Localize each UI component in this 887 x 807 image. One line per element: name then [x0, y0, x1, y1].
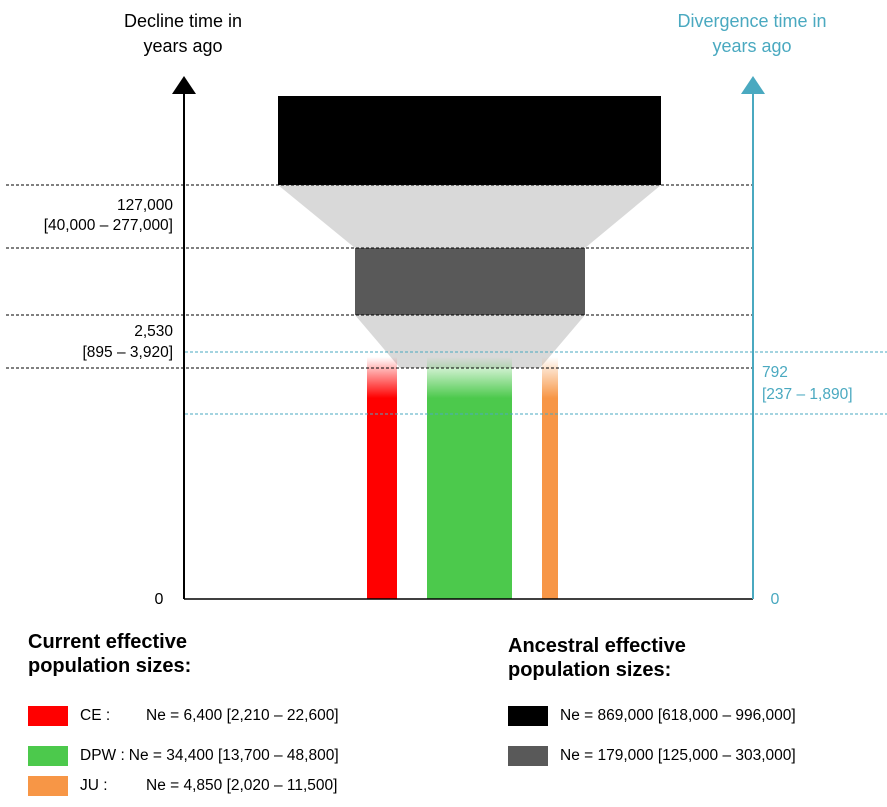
decline-2-value: 2,530: [134, 323, 173, 340]
divergence-value: 792: [762, 364, 788, 381]
bar-CE: [367, 357, 397, 599]
population-history-diagram: Decline time in years ago Divergence tim…: [6, 11, 887, 608]
right-axis-zero: 0: [771, 591, 780, 608]
right-axis-arrow: [741, 76, 765, 94]
pop-label-JU: JU :: [80, 777, 108, 794]
swatch-CE: [28, 706, 68, 726]
decline-1-value: 127,000: [117, 197, 173, 214]
right-axis-title-line1: Divergence time in: [677, 11, 826, 31]
left-axis-zero: 0: [155, 591, 164, 608]
funnel-lower: [355, 315, 585, 368]
pop-ne-DPW: Ne = 34,400 [13,700 – 48,800]: [128, 747, 339, 764]
legend-ancestral-title-line1: Ancestral effective: [508, 635, 686, 657]
legend-row-CE: CE : Ne = 6,400 [2,210 – 22,600]: [28, 706, 339, 726]
ancestral-ne-1: Ne = 869,000 [618,000 – 996,000]: [560, 707, 796, 724]
left-axis-title-line1: Decline time in: [124, 11, 242, 31]
pop-ne-JU: Ne = 4,850 [2,020 – 11,500]: [146, 777, 338, 794]
swatch-JU: [28, 776, 68, 796]
legend-row-ancestral-2: Ne = 179,000 [125,000 – 303,000]: [508, 746, 796, 766]
pop-label-CE: CE :: [80, 707, 111, 724]
legend-current: Current effective population sizes: CE :…: [28, 630, 448, 800]
left-axis-title-line2: years ago: [143, 36, 222, 56]
pop-ne-CE: Ne = 6,400 [2,210 – 22,600]: [146, 707, 339, 724]
legend-ancestral-title-line2: population sizes:: [508, 659, 672, 681]
ancestral-ne-2: Ne = 179,000 [125,000 – 303,000]: [560, 747, 796, 764]
ancestral-block-1: [278, 96, 661, 185]
legend-current-title-line1: Current effective: [28, 631, 187, 653]
funnel-upper: [278, 185, 661, 248]
decline-1-ci: [40,000 – 277,000]: [44, 217, 173, 234]
legend-row-DPW: DPW : Ne = 34,400 [13,700 – 48,800]: [28, 746, 339, 766]
swatch-ancestral-2: [508, 746, 548, 766]
right-axis-title-line2: years ago: [712, 36, 791, 56]
swatch-DPW: [28, 746, 68, 766]
pop-label-DPW: DPW :: [80, 747, 125, 764]
legend-current-title-line2: population sizes:: [28, 655, 192, 677]
legend-row-ancestral-1: Ne = 869,000 [618,000 – 996,000]: [508, 706, 796, 726]
divergence-ci: [237 – 1,890]: [762, 386, 853, 403]
bar-JU: [542, 357, 558, 599]
left-axis-arrow: [172, 76, 196, 94]
ancestral-block-2: [355, 248, 585, 315]
legend-ancestral: Ancestral effective population sizes: Ne…: [508, 634, 878, 774]
legend-row-JU: JU : Ne = 4,850 [2,020 – 11,500]: [28, 776, 337, 796]
swatch-ancestral-1: [508, 706, 548, 726]
bar-DPW: [427, 357, 512, 599]
decline-2-ci: [895 – 3,920]: [83, 344, 174, 361]
